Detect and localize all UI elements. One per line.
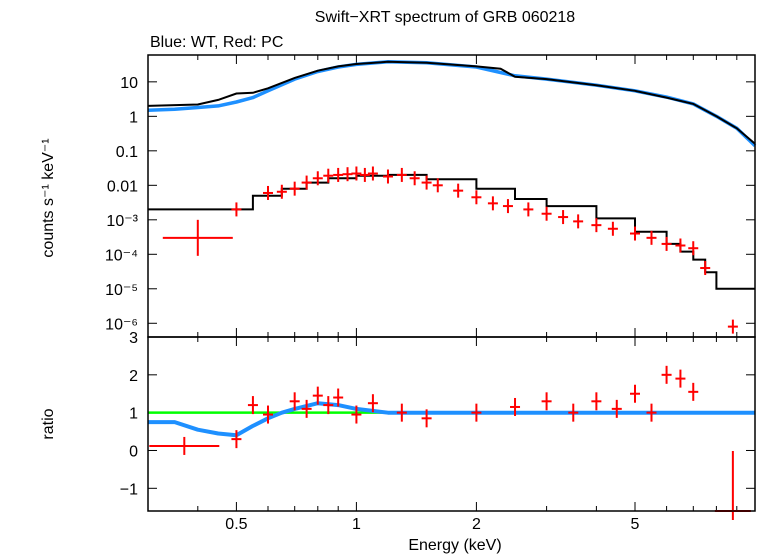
ratio-y-tick-label: −1 bbox=[120, 481, 138, 498]
x-tick-label: 1 bbox=[352, 516, 361, 533]
ratio-y-axis-label: ratio bbox=[40, 408, 57, 439]
x-tick-label: 5 bbox=[631, 516, 640, 533]
y-tick-label: 10⁻⁶ bbox=[105, 316, 138, 333]
chart-subtitle: Blue: WT, Red: PC bbox=[150, 34, 283, 51]
x-tick-label: 0.5 bbox=[225, 516, 247, 533]
x-tick-label: 2 bbox=[472, 516, 481, 533]
y-tick-label: 10 bbox=[120, 75, 138, 92]
wt-data-line bbox=[147, 60, 757, 148]
y-tick-label: 1 bbox=[129, 109, 138, 126]
y-tick-label: 10⁻⁴ bbox=[105, 247, 138, 264]
spectrum-y-axis-label: counts s⁻¹ keV⁻¹ bbox=[40, 138, 57, 257]
ratio-y-tick-label: 1 bbox=[129, 406, 138, 423]
y-tick-label: 10⁻⁵ bbox=[105, 282, 138, 299]
ratio-y-tick-label: 0 bbox=[129, 443, 138, 460]
y-tick-label: 0.1 bbox=[116, 144, 138, 161]
pc-model-line bbox=[148, 173, 755, 290]
y-tick-label: 10⁻³ bbox=[106, 213, 138, 230]
x-axis-label: Energy (keV) bbox=[408, 537, 501, 554]
wt-model-line bbox=[147, 60, 756, 145]
ratio-y-tick-label: 3 bbox=[129, 330, 138, 347]
chart-title: Swift−XRT spectrum of GRB 060218 bbox=[315, 9, 576, 26]
ratio-panel-frame bbox=[147, 336, 756, 512]
wt-ratio-line bbox=[148, 401, 755, 438]
y-tick-label: 0.01 bbox=[107, 178, 138, 195]
ratio-y-tick-label: 2 bbox=[129, 368, 138, 385]
